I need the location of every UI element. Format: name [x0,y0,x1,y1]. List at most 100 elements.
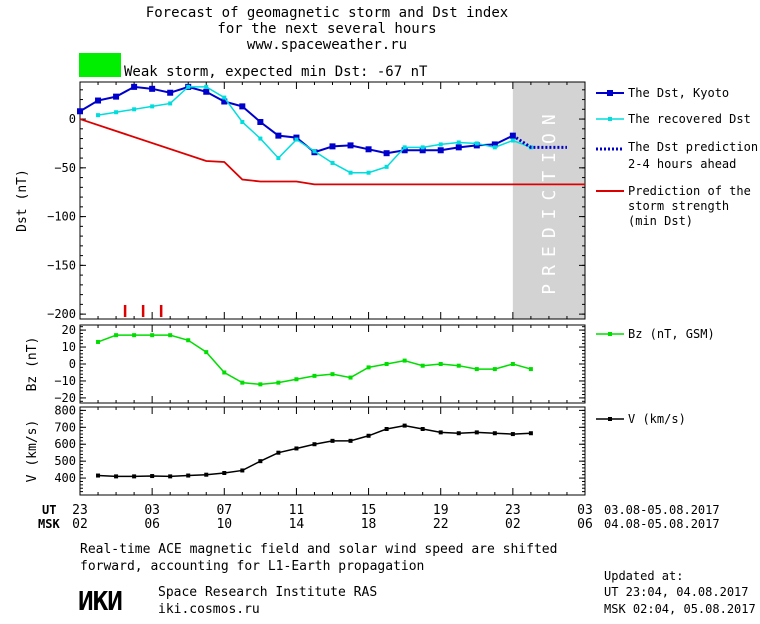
y-tick-label: −50 [54,161,76,175]
series-point-1 [168,101,173,106]
y-tick-label: 800 [54,403,76,417]
ut-tick-label: 11 [289,503,305,518]
series-point-1 [384,164,389,169]
series-point-0 [510,432,515,437]
storm-level-text: Weak storm, expected min Dst: -67 nT [124,64,428,80]
series-point-0 [276,450,281,455]
series-point-0 [150,333,155,338]
legend-strength-3: (min Dst) [628,214,693,228]
series-point-0 [366,433,371,438]
series-point-0 [258,382,263,387]
y-tick-label: 400 [54,471,76,485]
series-point-0 [437,147,444,154]
institute-site: iki.cosmos.ru [158,602,260,617]
prediction-zone-label: PREDICTION [539,106,560,294]
msk-tick-label: 06 [144,517,160,532]
prediction-zone [512,82,585,319]
series-point-0 [492,367,497,372]
series-point-1 [186,84,191,89]
series-point-0 [384,427,389,431]
series-point-0 [348,438,353,443]
series-point-1 [402,145,407,150]
ut-tick-label: 23 [72,503,88,518]
series-point-0 [347,142,354,149]
series-point-0 [420,427,425,431]
v-panel: 800 700 600 500 400 V (km/s) [25,403,586,496]
series-point-0 [474,430,479,435]
series-point-1 [474,141,479,146]
msk-label: MSK [38,517,60,531]
series-point-1 [96,113,101,118]
series-point-0 [491,141,498,148]
series-point-0 [275,132,282,139]
series-point-0 [456,363,461,368]
series-point-0 [239,103,246,110]
y-tick-label: 600 [54,437,76,451]
series-point-1 [366,170,371,175]
series-point-0 [257,118,264,125]
series-point-0 [222,370,227,375]
updated-ut: UT 23:04, 04.08.2017 [604,585,749,599]
series-line-0 [98,424,531,478]
ut-tick-label: 03 [144,503,160,518]
series-point-0 [150,474,155,479]
footer-note-1: Real-time ACE magnetic field and solar w… [80,542,557,557]
series-line-1 [97,86,532,174]
series-point-1 [294,137,299,142]
legend-dst-kyoto-marker [607,90,613,96]
series-point-0 [186,338,191,343]
series-point-1 [438,142,443,147]
msk-range: 04.08-05.08.2017 [604,517,720,531]
series-point-1 [276,156,281,161]
panel-frame [79,324,586,404]
updated-label: Updated at: [604,569,683,583]
title-line-2: for the next several hours [217,21,436,37]
series-point-1 [492,145,497,150]
series-point-0 [312,442,317,447]
series-point-0 [402,358,407,363]
series-point-1 [240,119,245,124]
series-point-1 [312,149,317,154]
y-tick-label: 20 [62,323,76,337]
series-point-0 [113,93,120,100]
legend-dst-prediction-1: The Dst prediction [628,140,758,154]
series-point-0 [456,431,461,436]
legend-v: V (km/s) [628,412,686,426]
ut-tick-label: 03 [577,503,593,518]
series-point-0 [222,471,227,475]
msk-tick-label: 18 [361,517,377,532]
legend-dst-kyoto: The Dst, Kyoto [628,86,729,100]
legend-strength-2: storm strength [628,199,729,213]
y-tick-label: −10 [54,374,76,388]
series-point-0 [329,143,336,150]
series-point-0 [348,375,353,380]
series-point-0 [203,88,210,95]
msk-tick-label: 22 [433,517,449,532]
series-line-3 [79,118,585,186]
series-point-1 [456,140,461,145]
series-point-1 [150,104,155,109]
series-point-0 [402,423,407,428]
series-point-0 [474,367,479,372]
y-tick-label: −20 [54,391,76,405]
y-tick-label: −150 [47,258,76,272]
series-point-0 [114,474,119,479]
source-url: www.spaceweather.ru [247,37,407,53]
series-point-1 [420,145,425,150]
series-point-0 [167,89,174,96]
series-point-1 [132,107,137,112]
legend-bz-marker [608,332,612,336]
updated-msk: MSK 02:04, 05.08.2017 [604,602,756,616]
y-tick-label: 0 [69,357,76,371]
series-point-0 [114,333,119,338]
series-point-0 [330,372,335,377]
ut-tick-label: 19 [433,503,449,518]
series-point-0 [132,333,137,338]
series-point-0 [455,144,462,151]
series-point-0 [384,362,389,366]
series-point-0 [149,85,156,92]
series-point-1 [348,170,353,175]
series-point-0 [95,97,102,104]
msk-tick-label: 02 [72,517,88,532]
